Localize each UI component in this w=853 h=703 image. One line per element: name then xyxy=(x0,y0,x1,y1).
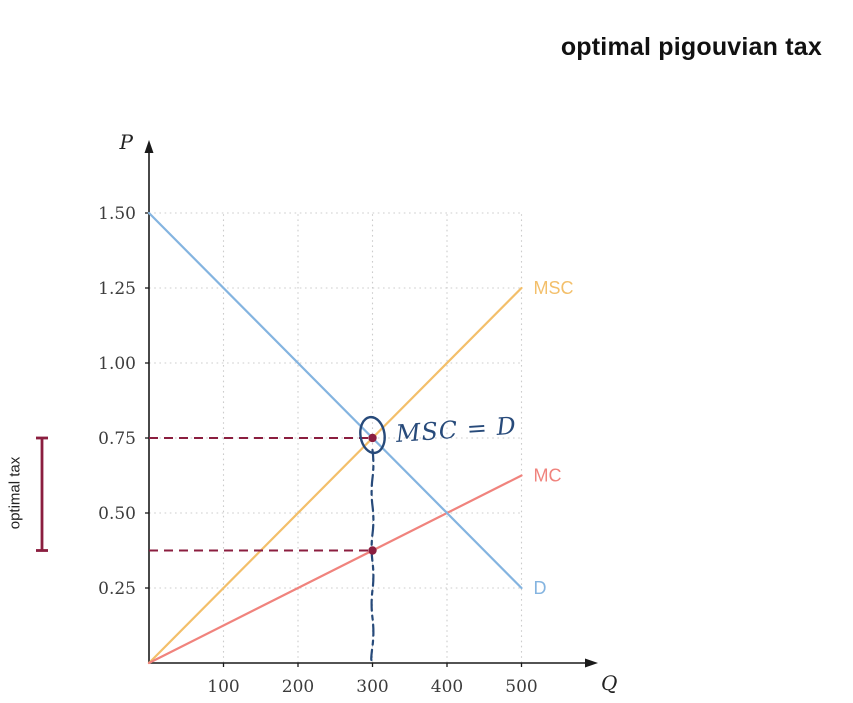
x-tick-label: 200 xyxy=(282,677,314,697)
drop-line xyxy=(370,448,375,662)
hand-label: MSC = D xyxy=(394,412,518,448)
x-tick-label: 300 xyxy=(356,677,388,697)
y-tick-label: 0.25 xyxy=(98,579,136,599)
y-tick-label: 0.75 xyxy=(98,429,136,449)
marker-point xyxy=(368,546,377,555)
x-tick-label: 100 xyxy=(207,677,239,697)
x-axis-label: Q xyxy=(601,671,617,695)
d-line xyxy=(147,211,523,590)
hand-circle xyxy=(359,415,386,455)
d-label: D xyxy=(534,578,547,598)
x-tick-label: 400 xyxy=(431,677,463,697)
msc-line xyxy=(147,286,523,665)
y-tick-label: 1.25 xyxy=(98,279,136,299)
x-axis-arrow xyxy=(585,658,598,668)
mc-line xyxy=(147,474,523,665)
y-tick-label: 1.50 xyxy=(98,204,136,224)
marker-point xyxy=(368,433,377,443)
y-axis-label: P xyxy=(119,130,134,154)
chart-title: optimal pigouvian tax xyxy=(560,33,822,61)
mc-label: MC xyxy=(534,466,562,486)
x-tick-label: 500 xyxy=(505,677,537,697)
msc-label: MSC xyxy=(534,278,574,298)
y-tick-label: 0.50 xyxy=(98,504,136,524)
y-axis-arrow xyxy=(144,140,154,153)
y-tick-label: 1.00 xyxy=(98,354,136,374)
